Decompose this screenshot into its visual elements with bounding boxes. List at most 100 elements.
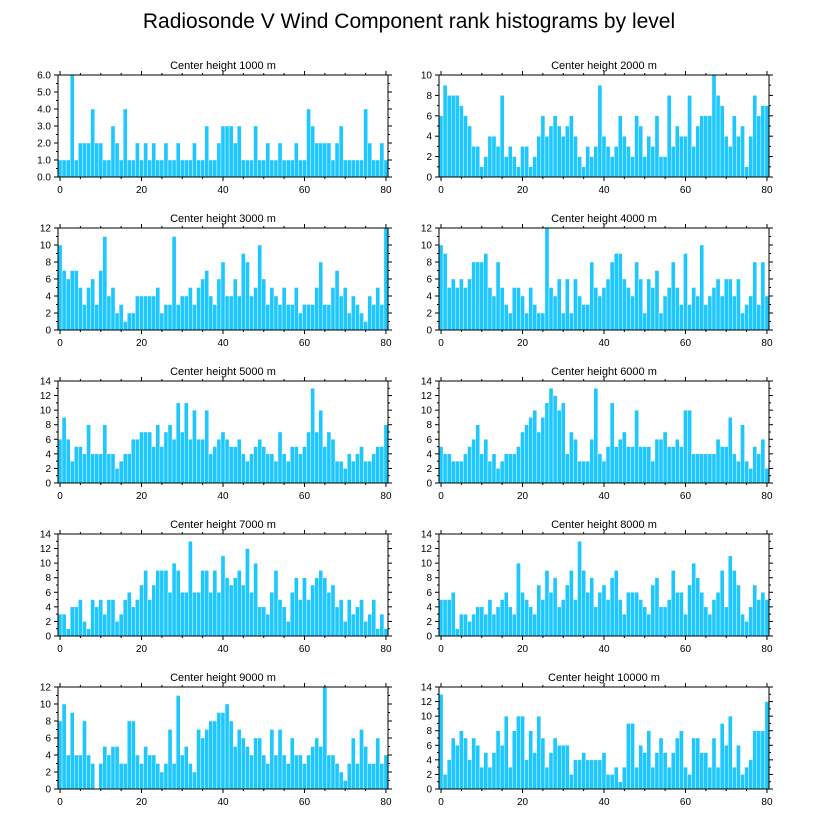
histogram-bar [318,409,324,484]
histogram-bar [310,388,315,484]
histogram-bar [471,737,476,790]
histogram-bar [98,270,104,331]
histogram-bar [212,159,218,178]
histogram-bar [318,570,324,637]
x-tick-label: 40 [217,491,229,502]
histogram-bar [658,439,664,484]
histogram-bar [491,135,497,178]
histogram-bar [577,295,582,331]
histogram-bar [131,159,136,178]
histogram-bar [516,166,521,178]
histogram-bar [642,312,647,331]
histogram-bar [577,156,582,178]
histogram-panel-8: Center height 8000 m 0 2 4 6 8 10 12 14 0 20 40 60 80 [421,519,773,655]
histogram-bar [703,606,709,637]
histogram-bar [548,125,554,178]
histogram-bar [565,278,570,331]
histogram-bar [383,227,389,331]
histogram-bar [122,108,128,178]
histogram-bar [662,606,668,637]
histogram-bar [90,599,95,637]
histogram-bar [569,115,574,178]
y-tick-label: 10 [40,700,52,711]
x-tick-label: 80 [761,644,773,655]
histogram-bar [463,613,468,637]
histogram-bar [306,599,311,637]
histogram-bar [241,159,246,178]
histogram-bar [228,446,234,484]
histogram-bar [446,759,452,790]
histogram-bar [646,613,652,637]
histogram-bar [467,125,472,178]
x-tick-label: 40 [217,644,229,655]
histogram-bar [451,592,456,637]
x-tick-label: 40 [598,644,610,655]
histogram-bar [622,766,627,790]
y-tick-label: 12 [421,224,433,235]
histogram-bar [703,115,709,178]
y-tick-label: 4 [426,449,432,460]
y-tick-label: 2 [426,152,432,163]
histogram-bar [723,446,729,484]
y-tick-label: 8 [45,258,51,269]
histogram-bar [355,304,360,331]
x-tick-label: 60 [680,491,692,502]
y-tick-label: 8 [45,717,51,728]
histogram-bar [74,270,79,331]
histogram-bar [626,723,631,790]
histogram-bar [347,312,352,331]
histogram-bar [135,295,140,331]
y-tick-label: 0 [45,632,51,643]
histogram-bar [556,745,562,790]
histogram-bar [683,613,688,637]
histogram-bar [342,287,348,331]
histogram-bar [512,613,517,637]
histogram-bar [499,95,505,178]
histogram-bar [495,146,501,178]
y-tick-label: 4 [45,449,51,460]
y-tick-label: 10 [421,712,433,723]
histogram-bar [585,146,590,178]
main-title: Radiosonde V Wind Component rank histogr… [142,10,676,33]
histogram-bar [695,453,700,484]
histogram-bar [540,312,546,331]
histogram-bar [520,715,525,790]
histogram-bar [719,570,725,637]
histogram-bar [347,159,352,178]
histogram-bar [122,599,128,637]
histogram-bar [342,780,348,790]
panel-title: Center height 8000 m [551,519,657,531]
histogram-bar [658,312,664,331]
histogram-bar [593,388,599,484]
histogram-bar [359,312,364,331]
histogram-bar [200,278,205,331]
histogram-bar [106,159,112,178]
histogram-bar [483,156,489,178]
histogram-bar [728,715,733,790]
histogram-bar [638,125,643,178]
histogram-bar [675,125,680,178]
histogram-bar [581,460,586,484]
histogram-bar [671,146,676,178]
histogram-bar [520,146,525,178]
histogram-bar [257,439,262,484]
histogram-bar [524,146,529,178]
histogram-bar [483,439,489,484]
histogram-bar [57,613,63,637]
histogram-bar [597,453,603,484]
histogram-bar [597,592,603,637]
histogram-bar [269,287,275,331]
histogram-bar [175,570,181,637]
histogram-bar [687,304,692,331]
histogram-bar [650,287,656,331]
histogram-bar [277,599,283,637]
histogram-bar [752,95,757,178]
histogram-bar [232,142,238,178]
histogram-bar [491,453,497,484]
histogram-bar [475,745,480,790]
histogram-bar [228,720,234,790]
histogram-bar [192,142,197,178]
histogram-bar [597,84,603,178]
histogram-bar [114,746,120,790]
histogram-bar [351,460,356,484]
